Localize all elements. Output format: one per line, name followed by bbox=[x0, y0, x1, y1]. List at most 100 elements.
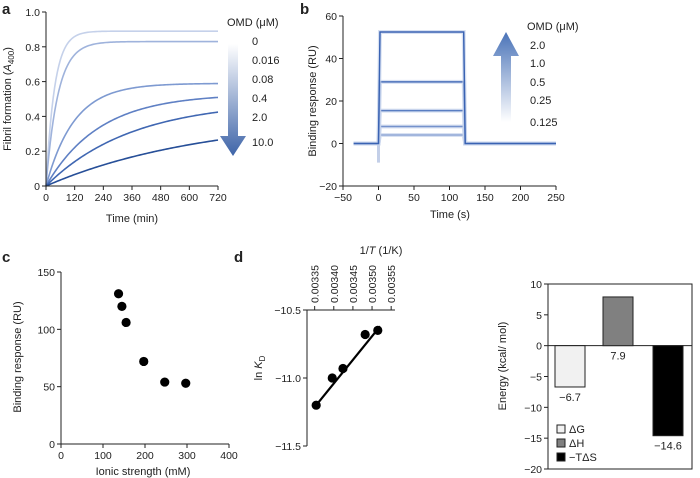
y-tick-label: 0 bbox=[331, 139, 337, 151]
chart-a-marks bbox=[45, 30, 219, 187]
chart-a-ylabel-sub: 400 bbox=[7, 50, 16, 64]
y-tick-label: 10 bbox=[530, 279, 542, 291]
series-line-3 bbox=[45, 96, 219, 187]
chart-d2-ticks: −20 −15 −10 −5 0 5 10 bbox=[524, 279, 548, 476]
chart-c-marks bbox=[113, 289, 191, 388]
chart-d2: −6.7 7.9 −14.6 −20 −15 −10 −5 0 5 10 Energy (kca… bbox=[497, 279, 693, 476]
chart-a-ylabel-italic: A bbox=[2, 64, 14, 72]
legend-label: 0.08 bbox=[252, 74, 273, 86]
y-tick-label: 0 bbox=[536, 341, 542, 353]
legend-label: 0.5 bbox=[530, 77, 545, 89]
data-point-2 bbox=[121, 317, 131, 328]
data-point-1 bbox=[327, 373, 337, 383]
series-line-4 bbox=[45, 111, 219, 187]
y-tick-label: 20 bbox=[325, 96, 337, 108]
x-tick-label: 0.00350 bbox=[367, 265, 379, 303]
y-tick-label: 150 bbox=[37, 267, 55, 279]
chart-d1-ylabel-italic: K bbox=[253, 361, 265, 369]
fit-line bbox=[315, 325, 381, 406]
x-tick-label: 100 bbox=[441, 192, 459, 204]
chart-b-marks bbox=[353, 29, 556, 163]
x-tick-label: 0.00335 bbox=[310, 265, 322, 303]
chart-a-ticks: 0 120 240 360 480 600 720 0 0.2 0.4 0.6 0.8 1.0 bbox=[25, 7, 227, 204]
x-tick-label: 50 bbox=[408, 192, 420, 204]
bar-1 bbox=[602, 296, 634, 347]
chart-b-ylabel: Binding response (RU) bbox=[307, 45, 319, 156]
chart-b-legend-title: OMD (μM) bbox=[527, 21, 579, 33]
y-tick-label: 0.2 bbox=[25, 146, 40, 158]
panel-letter-d: d bbox=[234, 249, 243, 266]
series-line-2 bbox=[45, 82, 219, 187]
chart-a-ylabel-main: Fibril formation ( bbox=[2, 71, 14, 151]
chart-d1-xlabel-close: (1/K) bbox=[376, 245, 403, 257]
data-point-0 bbox=[311, 400, 321, 410]
x-tick-label: 0.00340 bbox=[329, 265, 341, 303]
x-tick-label: 150 bbox=[476, 192, 494, 204]
bar-2 bbox=[652, 345, 684, 437]
x-tick-label: 0.00345 bbox=[348, 265, 360, 303]
x-tick-label: 0 bbox=[43, 192, 49, 204]
y-tick-label: 100 bbox=[37, 324, 55, 336]
x-tick-label: 250 bbox=[547, 192, 565, 204]
data-point-3 bbox=[360, 329, 370, 340]
legend-label: −TΔS bbox=[569, 452, 597, 464]
x-tick-label: 0.00355 bbox=[386, 265, 398, 303]
y-tick-label: 0 bbox=[49, 439, 55, 451]
y-tick-label: −11.5 bbox=[275, 441, 301, 453]
legend-label: 0.25 bbox=[530, 95, 551, 107]
x-tick-label: 360 bbox=[123, 192, 141, 204]
series-line-5 bbox=[45, 139, 219, 187]
legend-swatch-1 bbox=[556, 438, 566, 448]
chart-d1-xlabel-main: 1/ bbox=[360, 245, 370, 257]
y-tick-label: −10 bbox=[524, 402, 542, 414]
y-tick-label: 0.4 bbox=[25, 111, 40, 123]
x-tick-label: 600 bbox=[181, 192, 199, 204]
chart-d1-ylabel-main: ln bbox=[253, 369, 265, 381]
panel-letter-b: b bbox=[300, 1, 309, 18]
data-point-4 bbox=[373, 325, 383, 335]
x-tick-label: 300 bbox=[178, 450, 196, 462]
up-arrow-icon bbox=[493, 32, 519, 122]
series-line-1 bbox=[45, 40, 218, 187]
chart-b-xlabel: Time (s) bbox=[430, 209, 470, 221]
panel-letter-a: a bbox=[2, 1, 11, 18]
legend-label: 0.4 bbox=[252, 93, 267, 105]
chart-d1-xlabel-italic: T bbox=[369, 245, 377, 257]
chart-a-legend-title: OMD (μM) bbox=[227, 17, 279, 29]
x-tick-label: 120 bbox=[66, 192, 84, 204]
data-point-3 bbox=[139, 356, 149, 367]
y-tick-label: 0 bbox=[34, 181, 40, 193]
legend-label: ΔH bbox=[569, 438, 584, 450]
legend-label: ΔG bbox=[569, 424, 585, 436]
chart-d1-marks bbox=[311, 325, 383, 410]
y-tick-label: 50 bbox=[43, 382, 55, 394]
chart-c-ticks: 0 100 200 300 400 0 50 100 150 bbox=[37, 267, 237, 462]
legend-swatch-2 bbox=[556, 452, 566, 462]
y-tick-label: −15 bbox=[524, 433, 542, 445]
bar-value-label: −14.6 bbox=[654, 441, 682, 453]
y-tick-label: −10.5 bbox=[274, 305, 301, 317]
x-tick-label: 240 bbox=[95, 192, 113, 204]
x-tick-label: 200 bbox=[512, 192, 530, 204]
data-point-2 bbox=[338, 363, 348, 374]
y-tick-label: 5 bbox=[536, 310, 542, 322]
x-tick-label: 480 bbox=[152, 192, 170, 204]
x-tick-label: 200 bbox=[136, 450, 154, 462]
y-tick-label: −20 bbox=[524, 464, 542, 476]
legend-label: 0.125 bbox=[530, 117, 558, 129]
chart-d1-ticks: 0.00335 0.00340 0.00345 0.00350 0.00355 −11.5… bbox=[274, 265, 398, 453]
chart-a-legend: 0 0.016 0.08 0.4 2.0 10.0 bbox=[220, 36, 280, 156]
legend-label: 10.0 bbox=[252, 137, 273, 149]
y-tick-label: 0.6 bbox=[25, 77, 40, 89]
x-tick-label: 0 bbox=[58, 450, 64, 462]
chart-c: 0 100 200 300 400 0 50 100 150 Ionic strength (m… bbox=[12, 267, 238, 478]
data-point-4 bbox=[160, 377, 170, 387]
chart-c-ylabel: Binding response (RU) bbox=[12, 301, 24, 412]
legend-label: 0 bbox=[252, 36, 258, 48]
x-tick-label: −50 bbox=[334, 192, 352, 204]
legend-label: 2.0 bbox=[530, 40, 545, 52]
chart-a-xlabel: Time (min) bbox=[106, 213, 158, 225]
chart-d1-ylabel-sub: D bbox=[258, 355, 267, 361]
chart-d2-marks: −6.7 7.9 −14.6 bbox=[547, 283, 693, 470]
